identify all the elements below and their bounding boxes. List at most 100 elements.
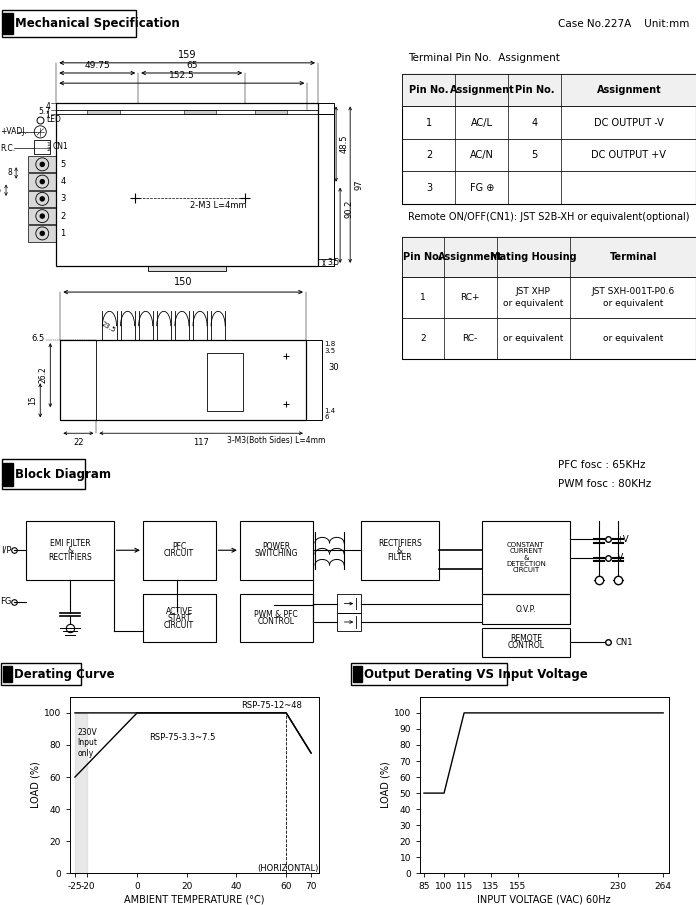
Text: 48.5: 48.5 <box>340 134 349 153</box>
Text: DC OUTPUT +V: DC OUTPUT +V <box>592 150 666 160</box>
Text: 1.8: 1.8 <box>324 341 335 347</box>
Text: 230V
Input
only: 230V Input only <box>78 728 97 757</box>
Bar <box>402 236 696 359</box>
Y-axis label: LOAD (%): LOAD (%) <box>381 762 391 808</box>
Text: FILTER: FILTER <box>388 553 412 562</box>
Text: Derating Curve: Derating Curve <box>14 668 115 681</box>
Bar <box>351 663 507 685</box>
Text: -V: -V <box>616 553 624 562</box>
Text: 2-M3 L=4mm: 2-M3 L=4mm <box>190 201 246 210</box>
Text: Assignment: Assignment <box>438 252 503 262</box>
Text: CIRCUIT: CIRCUIT <box>512 567 540 574</box>
Bar <box>184 110 216 114</box>
Text: RSP-75-3.3~7.5: RSP-75-3.3~7.5 <box>150 733 216 742</box>
Text: Assignment: Assignment <box>449 85 514 95</box>
Bar <box>1 459 85 490</box>
Bar <box>34 140 50 154</box>
Text: PFC: PFC <box>172 542 186 551</box>
Text: 4: 4 <box>60 177 66 186</box>
Text: 5: 5 <box>532 150 538 160</box>
Text: +VADJ.: +VADJ. <box>0 128 27 137</box>
Text: AC/L: AC/L <box>471 118 493 128</box>
Bar <box>402 319 696 359</box>
Text: or equivalent: or equivalent <box>603 334 664 343</box>
Bar <box>28 174 56 190</box>
Text: LED: LED <box>46 115 61 124</box>
Bar <box>28 225 56 242</box>
Text: 117: 117 <box>193 438 209 447</box>
Text: RECTIFIERS: RECTIFIERS <box>378 538 421 548</box>
Bar <box>353 666 362 682</box>
Text: CN1: CN1 <box>616 638 634 647</box>
X-axis label: INPUT VOLTAGE (VAC) 60Hz: INPUT VOLTAGE (VAC) 60Hz <box>477 894 611 904</box>
Text: 3: 3 <box>426 183 432 193</box>
Text: Assignment: Assignment <box>596 85 662 95</box>
Text: 65: 65 <box>186 61 197 70</box>
Text: FG ⊕: FG ⊕ <box>470 183 494 193</box>
Text: 2: 2 <box>46 148 50 152</box>
Text: JST SXH-001T-P0.6: JST SXH-001T-P0.6 <box>592 287 675 296</box>
Text: AC/N: AC/N <box>470 150 494 160</box>
Text: 4: 4 <box>532 118 538 128</box>
Bar <box>402 171 696 204</box>
Text: 8: 8 <box>7 168 12 177</box>
Bar <box>3 14 13 33</box>
Text: POWER: POWER <box>262 542 290 551</box>
Text: 1: 1 <box>60 229 66 238</box>
Text: 1: 1 <box>46 142 50 148</box>
Text: PWM & PFC: PWM & PFC <box>254 610 298 619</box>
Bar <box>1 663 81 685</box>
Text: 152.5: 152.5 <box>169 71 195 81</box>
Bar <box>482 520 570 595</box>
Text: 3.5: 3.5 <box>327 258 340 267</box>
Text: ACTIVE: ACTIVE <box>165 606 192 615</box>
Text: Pin No.: Pin No. <box>403 252 443 262</box>
Text: CONSTANT: CONSTANT <box>507 542 545 548</box>
Bar <box>318 259 334 266</box>
Text: RECTIFIERS: RECTIFIERS <box>48 553 92 562</box>
Circle shape <box>40 179 44 184</box>
Text: 2: 2 <box>426 150 432 160</box>
Bar <box>143 520 216 580</box>
Text: START: START <box>167 614 191 623</box>
Text: 15: 15 <box>28 395 37 405</box>
Text: 97: 97 <box>354 179 363 190</box>
Text: 4: 4 <box>46 102 50 111</box>
Text: SWITCHING: SWITCHING <box>254 549 298 558</box>
Bar <box>482 627 570 657</box>
Text: or equivalent: or equivalent <box>503 300 564 309</box>
Text: 2: 2 <box>60 212 66 221</box>
Text: CONTROL: CONTROL <box>258 617 295 626</box>
Text: (HORIZONTAL): (HORIZONTAL) <box>257 864 318 873</box>
Text: &: & <box>523 555 528 560</box>
Bar <box>337 595 361 613</box>
Text: 5: 5 <box>60 160 66 169</box>
Bar <box>3 666 11 682</box>
Text: CN1: CN1 <box>52 141 68 150</box>
Text: Remote ON/OFF(CN1): JST S2B-XH or equivalent(optional): Remote ON/OFF(CN1): JST S2B-XH or equiva… <box>408 212 690 223</box>
Text: or equivalent: or equivalent <box>603 300 664 309</box>
Text: 1: 1 <box>420 293 426 302</box>
Bar <box>255 110 287 114</box>
Text: 2: 2 <box>420 334 426 343</box>
Bar <box>402 277 696 319</box>
Text: 9.5: 9.5 <box>0 186 2 195</box>
Bar <box>402 236 696 277</box>
Bar <box>28 191 56 207</box>
Bar <box>207 353 244 411</box>
Text: 49.75: 49.75 <box>85 61 110 70</box>
Bar <box>402 138 696 172</box>
Bar <box>28 157 56 173</box>
Text: PWM fosc : 80KHz: PWM fosc : 80KHz <box>559 479 652 489</box>
Text: CIRCUIT: CIRCUIT <box>164 549 194 558</box>
Bar <box>27 520 113 580</box>
Text: Pin No.: Pin No. <box>410 85 449 95</box>
Bar <box>482 595 570 624</box>
Text: REMOTE: REMOTE <box>510 634 542 643</box>
Text: CIRCUIT: CIRCUIT <box>164 621 194 630</box>
Text: Terminal Pin No.  Assignment: Terminal Pin No. Assignment <box>408 53 560 63</box>
X-axis label: AMBIENT TEMPERATURE (°C): AMBIENT TEMPERATURE (°C) <box>124 894 265 904</box>
Text: 30: 30 <box>328 363 339 372</box>
Text: 159: 159 <box>178 50 197 60</box>
Text: CONTROL: CONTROL <box>508 642 545 651</box>
